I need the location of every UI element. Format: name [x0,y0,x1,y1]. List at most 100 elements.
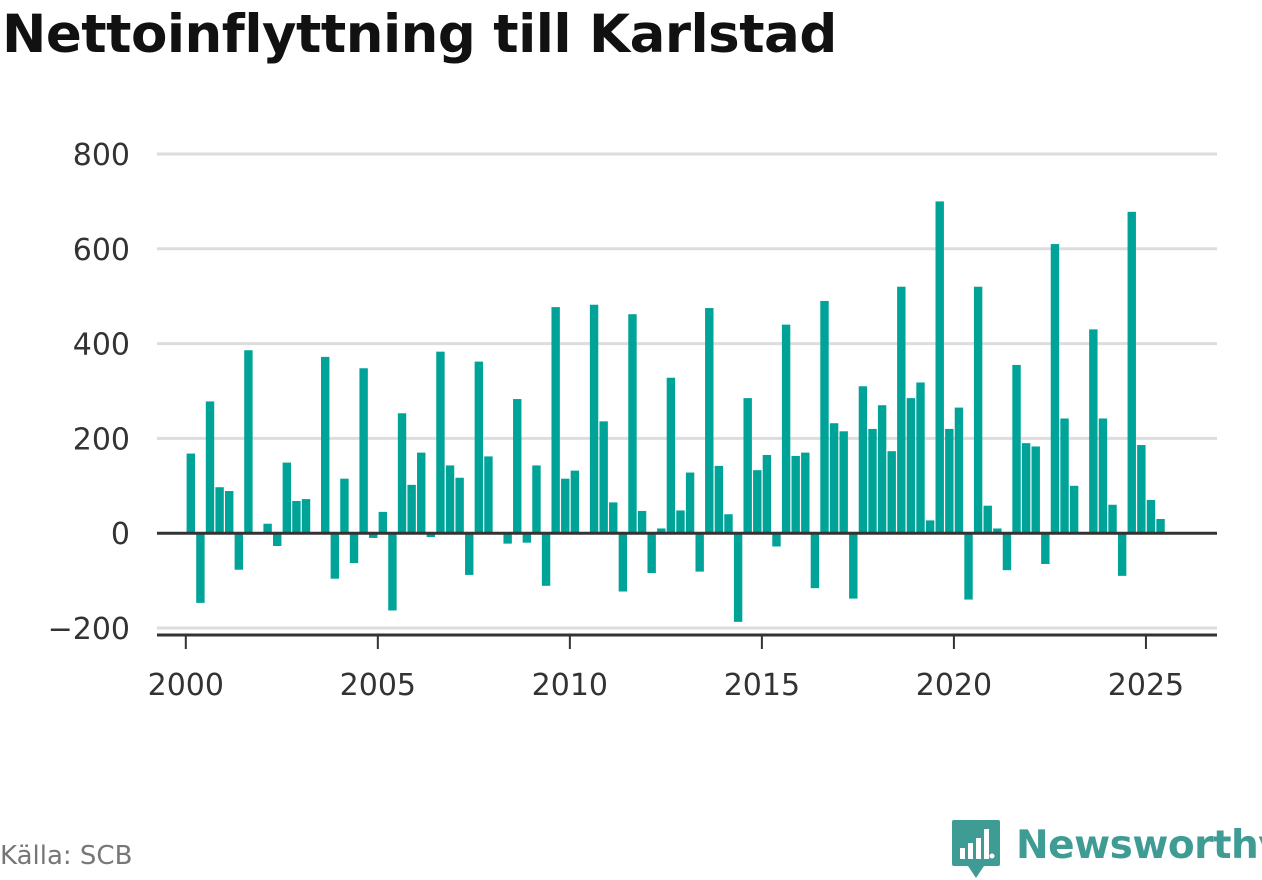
bar [993,528,1002,534]
bar [532,465,541,534]
bar [973,286,983,534]
bar [465,533,474,575]
bar [724,514,733,534]
bar [196,533,205,603]
bar [743,398,752,534]
bar [1012,364,1021,534]
bar [666,377,676,534]
bar [426,533,436,537]
bar [1127,211,1136,534]
bar [657,528,666,534]
bar [455,477,464,534]
bar [330,533,340,579]
bar [801,452,810,534]
x-axis-tick-labels: 2000 2005 2010 2015 2020 2025 [148,668,1185,703]
bar [349,533,359,564]
bar [1137,445,1146,534]
bar [916,382,925,534]
x-tick-label: 2020 [916,668,992,703]
bar [897,286,906,534]
brand-name: Newsworthy [1016,822,1262,868]
bar [839,431,848,534]
bar [522,533,532,543]
bar [301,499,311,534]
bars [186,201,1165,622]
bar [849,533,858,599]
x-tick-label: 2015 [724,668,800,703]
bar [676,510,685,534]
bar [628,314,637,534]
bar [868,428,877,534]
bar [945,428,954,534]
bar [609,502,618,534]
y-tick-label: 200 [73,422,130,457]
bar [1031,446,1040,534]
x-tick-label: 2025 [1108,668,1184,703]
bar [205,401,215,534]
bar [820,300,829,534]
axes [157,531,1217,649]
bar [186,453,195,534]
bar [887,451,896,534]
grid-lines [157,152,1217,630]
bar [388,533,397,611]
bar [877,405,887,534]
chart-title: Nettoinflyttning till Karlstad [2,4,837,65]
bar [445,465,455,534]
bar [685,472,695,534]
bar [705,308,714,534]
bar [1156,518,1165,534]
bar [695,533,704,572]
y-axis-tick-labels: −200 0 200 400 600 800 [48,138,130,647]
bar [810,533,820,589]
bar [263,523,272,534]
bar [714,465,724,534]
bar [1098,418,1108,534]
bar [906,398,916,534]
bar [321,356,330,534]
bar [407,484,416,534]
x-tick-label: 2005 [340,668,416,703]
newsworthy-logo: Newsworthy [950,818,1262,880]
bar [1089,329,1098,534]
x-tick-label: 2000 [148,668,224,703]
bar [1021,443,1031,534]
bar [772,533,781,547]
bar [561,478,570,534]
x-tick-label: 2010 [532,668,608,703]
bar [551,307,560,534]
bar [589,304,599,534]
bar [647,533,656,574]
source-label: Källa: SCB [0,841,133,871]
bar [225,491,234,534]
bar [1002,533,1012,571]
bar [925,520,935,534]
bar [359,368,368,534]
bar [570,470,580,534]
bar [637,510,647,534]
bar [1108,504,1117,534]
bar [378,511,388,534]
bar [954,407,964,534]
bar [541,533,551,586]
bar [599,421,608,534]
bar [618,533,628,592]
bar [1041,533,1050,565]
bar [484,456,493,534]
bar [474,361,484,534]
bar [733,533,743,622]
bar [829,423,839,534]
bar [983,505,992,534]
y-tick-label: 0 [111,517,130,552]
bar [244,350,253,534]
bar [397,413,407,534]
bar [503,533,512,544]
bar [417,452,426,534]
bar [858,386,868,534]
bar [781,324,791,534]
bar [791,455,800,534]
bar [369,533,378,538]
bar [340,478,349,534]
y-tick-label: 600 [73,233,130,268]
